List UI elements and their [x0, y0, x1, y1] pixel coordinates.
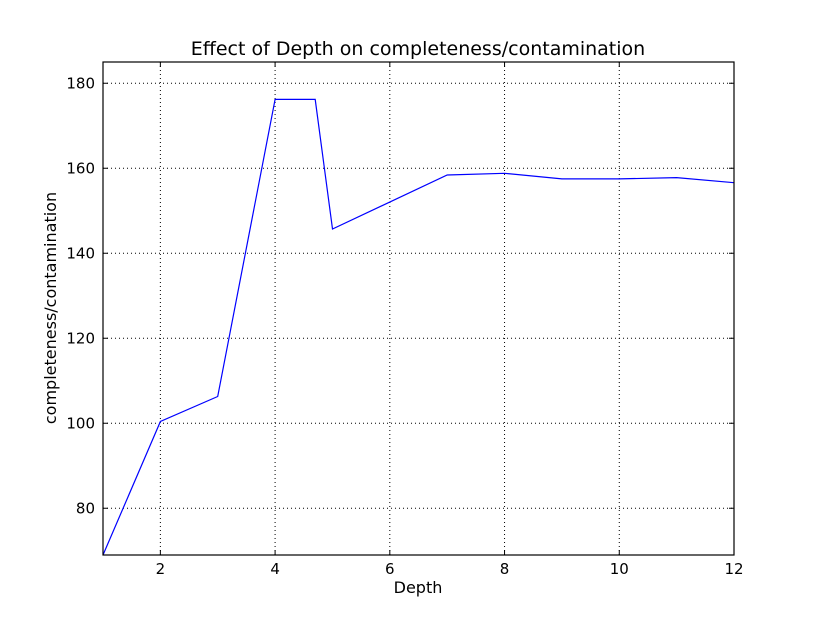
y-tick-label: 180 — [66, 74, 95, 92]
grid — [103, 62, 735, 555]
y-tick-label: 100 — [66, 414, 95, 432]
y-axis-label: completeness/contamination — [41, 192, 60, 424]
chart-title: Effect of Depth on completeness/contamin… — [191, 38, 645, 60]
x-axis-label: Depth — [394, 578, 443, 597]
y-tick-label: 80 — [76, 499, 95, 517]
series-line — [102, 98, 735, 556]
plot-frame — [102, 61, 735, 556]
x-tick-label: 10 — [610, 560, 629, 578]
x-tick-label: 4 — [270, 560, 280, 578]
y-axis-ticks: 80 100 120 140 160 180 — [66, 74, 734, 517]
y-tick-label: 160 — [66, 159, 95, 177]
y-tick-label: 120 — [66, 329, 95, 347]
x-tick-label: 2 — [156, 560, 166, 578]
x-tick-label: 6 — [385, 560, 395, 578]
x-axis-ticks: 2 4 6 8 10 12 — [156, 62, 744, 578]
x-tick-label: 8 — [500, 560, 510, 578]
series-layer — [102, 98, 735, 556]
x-tick-label: 12 — [724, 560, 743, 578]
y-tick-label: 140 — [66, 244, 95, 262]
